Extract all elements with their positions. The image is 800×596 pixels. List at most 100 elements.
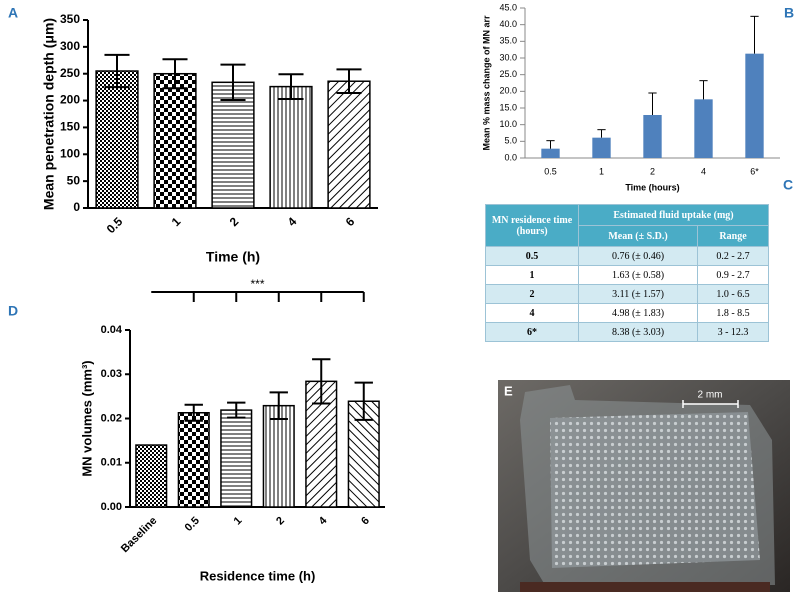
x-axis-title: Time (h) xyxy=(206,249,260,265)
table-cell: 0.2 - 2.7 xyxy=(697,246,769,266)
panel-label: C xyxy=(783,177,793,193)
bar xyxy=(135,444,168,508)
x-tick-label: 2 xyxy=(227,214,242,229)
bar xyxy=(541,148,560,158)
table-cell: 0.76 (± 0.46) xyxy=(577,246,699,266)
bar xyxy=(694,99,713,158)
y-tick-label: 0.00 xyxy=(101,501,122,513)
error-bar xyxy=(597,129,606,138)
y-tick-label: 15.0 xyxy=(499,102,517,112)
y-tick-label: 300 xyxy=(60,39,80,53)
table-cell: 4.98 (± 1.83) xyxy=(577,303,699,323)
error-bar xyxy=(648,92,657,115)
table-row: 4 4.98 (± 1.83) 1.8 - 8.5 xyxy=(485,303,769,323)
y-tick-label: 50 xyxy=(67,173,81,187)
table-cell: 0.9 - 2.7 xyxy=(697,265,769,285)
table-row: 6* 8.38 (± 3.03) 3 - 12.3 xyxy=(485,322,769,342)
error-bar xyxy=(269,391,288,420)
table-cell: 6* xyxy=(485,322,579,342)
error-bar xyxy=(336,68,362,95)
y-tick-label: 0.03 xyxy=(101,368,122,380)
error-bar xyxy=(278,73,304,100)
bar xyxy=(592,137,611,158)
y-tick-label: 45.0 xyxy=(499,2,517,12)
x-tick-label: 4 xyxy=(285,214,300,229)
y-tick-label: 5.0 xyxy=(504,136,517,146)
y-tick-label: 20.0 xyxy=(499,86,517,96)
error-bar xyxy=(220,63,246,102)
bar xyxy=(643,115,662,158)
table-header: Range xyxy=(697,225,769,247)
y-axis-title: Mean penetration depth (μm) xyxy=(41,18,57,210)
table-cell: 1.0 - 6.5 xyxy=(697,284,769,304)
x-tick-label: 6* xyxy=(750,166,759,176)
table-cell: 3 - 12.3 xyxy=(697,322,769,342)
bar xyxy=(177,411,210,508)
table-cell: 1.8 - 8.5 xyxy=(697,303,769,323)
panel-label: D xyxy=(8,303,18,319)
scale-bar-label: 2 mm xyxy=(698,390,723,401)
y-tick-label: 250 xyxy=(60,66,80,80)
x-tick-label: 4 xyxy=(317,514,330,527)
table-header: Mean (± S.D.) xyxy=(577,225,699,247)
x-tick-label: 6 xyxy=(359,515,372,528)
table-header: Estimated fluid uptake (mg) xyxy=(578,204,769,226)
table-cell: 2 xyxy=(485,284,579,304)
bar xyxy=(262,404,295,508)
table-cell: 1 xyxy=(485,265,579,285)
x-tick-label: 2 xyxy=(274,515,287,528)
y-tick-label: 100 xyxy=(60,146,80,160)
x-tick-label: 6 xyxy=(343,214,358,229)
error-bar xyxy=(312,358,331,405)
error-bar xyxy=(184,403,203,422)
bar xyxy=(327,80,371,209)
x-tick-label: 1 xyxy=(169,214,184,229)
x-tick-label: 1 xyxy=(232,515,245,528)
table-cell: 4 xyxy=(485,303,579,323)
error-bar xyxy=(227,401,246,419)
error-bar xyxy=(750,15,759,54)
bar xyxy=(211,81,255,209)
bar xyxy=(220,409,253,508)
x-tick-label: 0.5 xyxy=(104,214,126,236)
x-axis-title: Time (hours) xyxy=(625,182,679,192)
bar xyxy=(269,85,313,209)
x-tick-label: 2 xyxy=(650,166,655,176)
photo: 2 mm E xyxy=(498,380,790,592)
bar xyxy=(745,53,764,158)
table-cell: 1.63 (± 0.58) xyxy=(577,265,699,285)
y-tick-label: 25.0 xyxy=(499,69,517,79)
y-tick-label: 40.0 xyxy=(499,19,517,29)
y-tick-label: 0.02 xyxy=(101,412,122,424)
y-tick-label: 150 xyxy=(60,120,80,134)
x-tick-label: 0.5 xyxy=(183,515,202,534)
table-cell: 0.5 xyxy=(485,246,579,266)
y-axis-title: MN volumes (mm³) xyxy=(79,360,94,476)
panel-label: E xyxy=(504,383,513,398)
error-bar xyxy=(699,80,708,100)
y-tick-label: 0 xyxy=(73,200,80,214)
x-tick-label: 0.5 xyxy=(544,166,557,176)
bar xyxy=(153,72,197,209)
table-row: 0.5 0.76 (± 0.46) 0.2 - 2.7 xyxy=(485,246,769,266)
bar xyxy=(95,70,139,209)
y-tick-label: 30.0 xyxy=(499,52,517,62)
y-axis-title: Mean % mass change of MN arr xyxy=(481,15,491,151)
y-tick-label: 0.04 xyxy=(101,324,123,336)
panel-label: B xyxy=(784,5,794,21)
x-tick-label: 4 xyxy=(701,166,706,176)
x-tick-label: Baseline xyxy=(119,515,159,555)
error-bar xyxy=(104,53,130,89)
panel-label: A xyxy=(8,5,18,21)
y-tick-label: 0.01 xyxy=(101,457,122,469)
y-tick-label: 350 xyxy=(60,12,80,26)
y-tick-label: 10.0 xyxy=(499,119,517,129)
table-row: 1 1.63 (± 0.58) 0.9 - 2.7 xyxy=(485,265,769,285)
error-bar xyxy=(546,140,555,149)
table-cell: 8.38 (± 3.03) xyxy=(577,322,699,342)
table-row: 2 3.11 (± 1.57) 1.0 - 6.5 xyxy=(485,284,769,304)
annotation: *** xyxy=(250,277,264,291)
y-tick-label: 0.0 xyxy=(504,152,517,162)
